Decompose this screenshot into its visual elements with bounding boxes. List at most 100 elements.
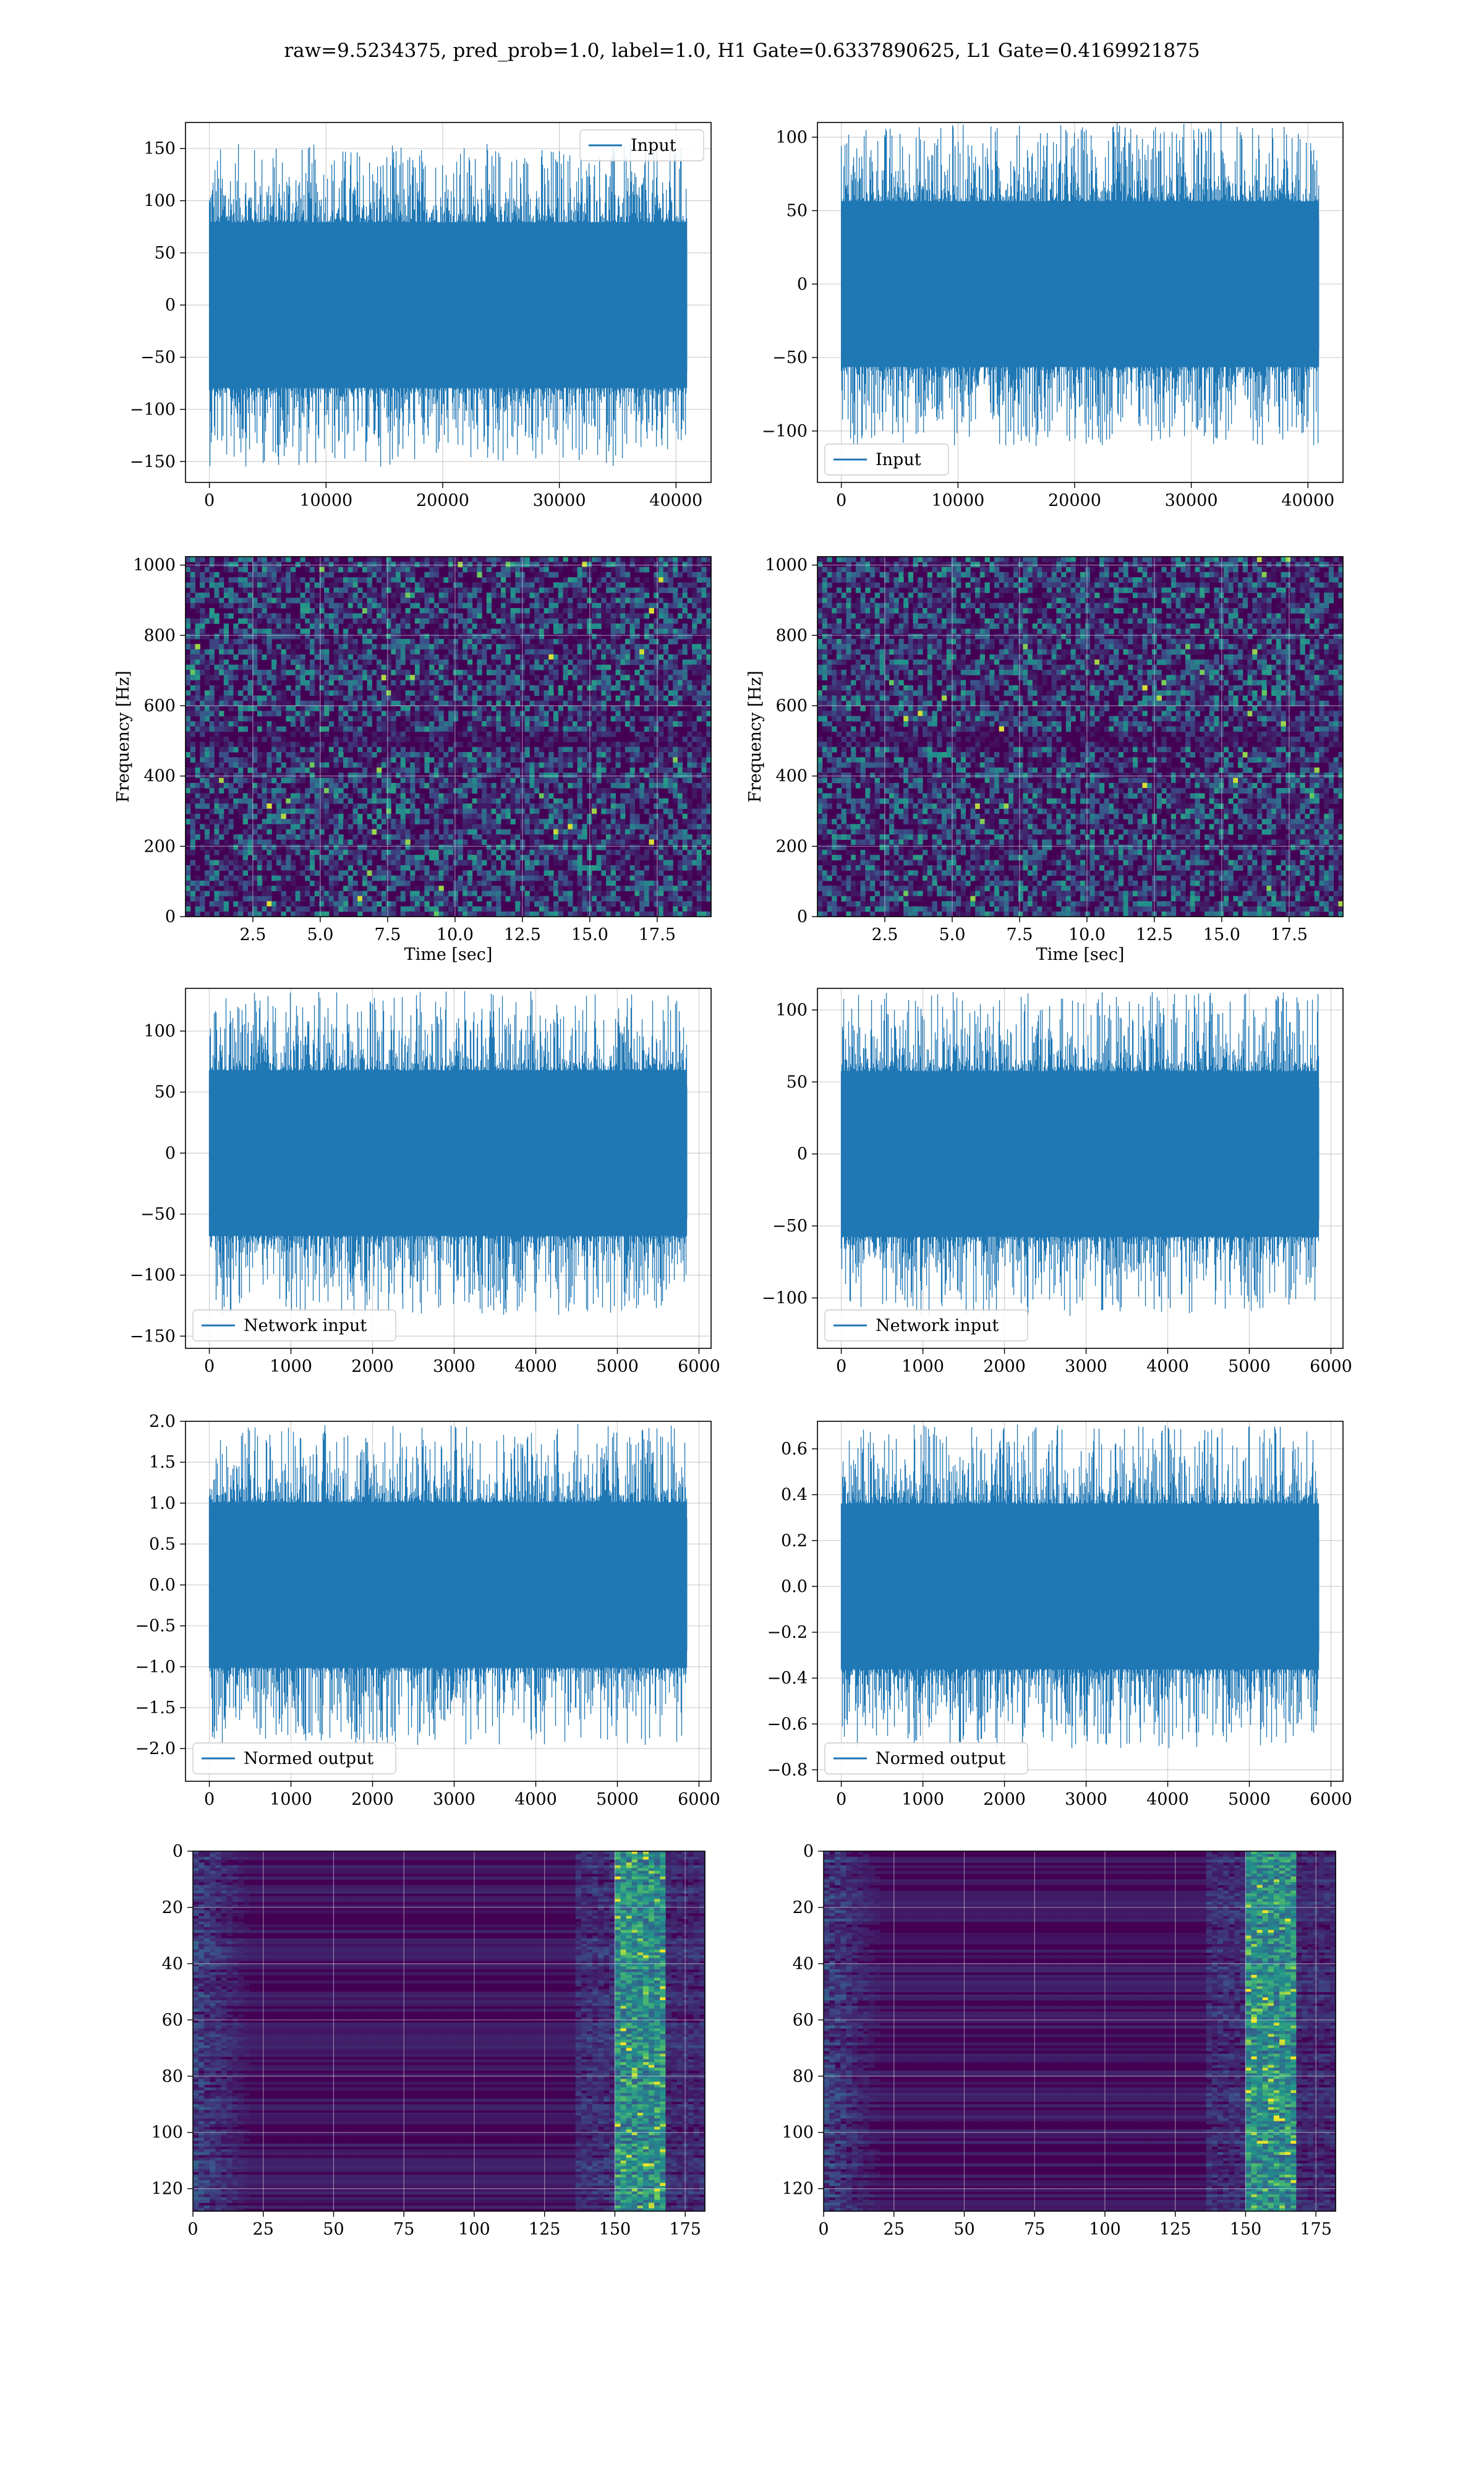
- heatmap-cell: [248, 598, 253, 604]
- heatmap-cell: [539, 654, 544, 660]
- heatmap-cell: [367, 583, 372, 588]
- heatmap-cell: [410, 572, 415, 578]
- heatmap-cell: [205, 577, 210, 583]
- heatmap-cell: [224, 562, 229, 567]
- heatmap-cell: [630, 608, 635, 614]
- heatmap-cell: [377, 572, 382, 578]
- heatmap-cell: [367, 628, 372, 634]
- heatmap-cell: [573, 628, 578, 634]
- heatmap-cell: [286, 644, 291, 649]
- heatmap-cell: [692, 572, 697, 578]
- heatmap-cell: [687, 583, 692, 588]
- heatmap-cell: [210, 567, 215, 573]
- heatmap-cell: [248, 654, 253, 660]
- heatmap-cell: [687, 572, 692, 578]
- heatmap-cell: [382, 598, 386, 604]
- heatmap-cell: [616, 583, 621, 588]
- heatmap-cell: [644, 603, 649, 609]
- heatmap-cell: [362, 639, 367, 644]
- heatmap-cell: [568, 577, 573, 583]
- heatmap-cell: [334, 639, 339, 644]
- legend-label: Input: [876, 450, 921, 469]
- heatmap-cell: [195, 628, 200, 634]
- heatmap-cell: [625, 593, 630, 598]
- heatmap-cell: [534, 628, 539, 634]
- heatmap-cell: [620, 614, 625, 619]
- heatmap-cell: [276, 577, 281, 583]
- heatmap-cell: [367, 614, 372, 619]
- heatmap-cell: [467, 623, 472, 629]
- heatmap-cell: [448, 603, 453, 609]
- heatmap-cell: [654, 623, 659, 629]
- heatmap-cell: [582, 567, 587, 573]
- heatmap-cell: [186, 644, 190, 649]
- heatmap-cell: [634, 659, 639, 665]
- heatmap-cell: [467, 614, 472, 619]
- heatmap-cell: [424, 649, 429, 655]
- heatmap-cell: [372, 567, 377, 573]
- heatmap-cell: [639, 649, 644, 655]
- heatmap-cell: [458, 598, 463, 604]
- heatmap-cell: [568, 614, 573, 619]
- heatmap-cell: [343, 654, 348, 660]
- heatmap-cell: [301, 654, 305, 660]
- heatmap-cell: [210, 649, 215, 655]
- heatmap-cell: [659, 654, 663, 660]
- heatmap-cell: [582, 649, 587, 655]
- heatmap-cell: [477, 639, 482, 644]
- heatmap-cell: [238, 567, 243, 573]
- heatmap-cell: [467, 603, 472, 609]
- heatmap-cell: [616, 562, 621, 567]
- heatmap-cell: [406, 598, 411, 604]
- heatmap-cell: [477, 623, 482, 629]
- heatmap-cell: [420, 562, 425, 567]
- heatmap-cell: [386, 583, 391, 588]
- heatmap-cell: [525, 593, 530, 598]
- heatmap-cell: [219, 628, 224, 634]
- heatmap-cell: [482, 577, 487, 583]
- heatmap-cell: [544, 557, 549, 562]
- heatmap-cell: [553, 562, 558, 567]
- heatmap-cell: [578, 639, 582, 644]
- heatmap-cell: [563, 608, 568, 614]
- heatmap-cell: [243, 608, 248, 614]
- heatmap-cell: [634, 598, 639, 604]
- heatmap-cell: [429, 608, 434, 614]
- heatmap-cell: [271, 659, 276, 665]
- heatmap-cell: [343, 634, 348, 640]
- heatmap-cell: [377, 608, 382, 614]
- heatmap-cell: [496, 654, 501, 660]
- heatmap-cell: [487, 567, 492, 573]
- heatmap-cell: [248, 618, 253, 624]
- heatmap-cell: [663, 614, 668, 619]
- heatmap-cell: [296, 562, 301, 567]
- heatmap-cell: [348, 583, 353, 588]
- heatmap-cell: [458, 572, 463, 578]
- heatmap-cell: [329, 562, 334, 567]
- heatmap-cell: [305, 598, 310, 604]
- heatmap-cell: [668, 603, 673, 609]
- heatmap-cell: [697, 644, 702, 649]
- heatmap-cell: [214, 598, 219, 604]
- h1-spectrogram-panel: 2.5 5.0 7.5 10.0 12.5 15.0 17.5020040060080010…: [114, 556, 712, 964]
- heatmap-cell: [458, 654, 463, 660]
- heatmap-cell: [224, 634, 229, 640]
- heatmap-cell: [205, 665, 210, 670]
- heatmap-cell: [525, 634, 530, 640]
- heatmap-cell: [214, 588, 219, 593]
- heatmap-cell: [424, 608, 429, 614]
- h1-input-legend: Input: [580, 130, 704, 161]
- heatmap-cell: [262, 634, 267, 640]
- heatmap-cell: [267, 577, 271, 583]
- heatmap-cell: [214, 593, 219, 598]
- heatmap-cell: [467, 628, 472, 634]
- heatmap-cell: [229, 649, 234, 655]
- heatmap-cell: [372, 557, 377, 562]
- heatmap-cell: [362, 608, 367, 614]
- x-tick-label: 40000: [1281, 491, 1334, 510]
- heatmap-cell: [271, 634, 276, 640]
- heatmap-cell: [357, 598, 362, 604]
- heatmap-cell: [678, 608, 683, 614]
- heatmap-cell: [386, 577, 391, 583]
- heatmap-cell: [271, 614, 276, 619]
